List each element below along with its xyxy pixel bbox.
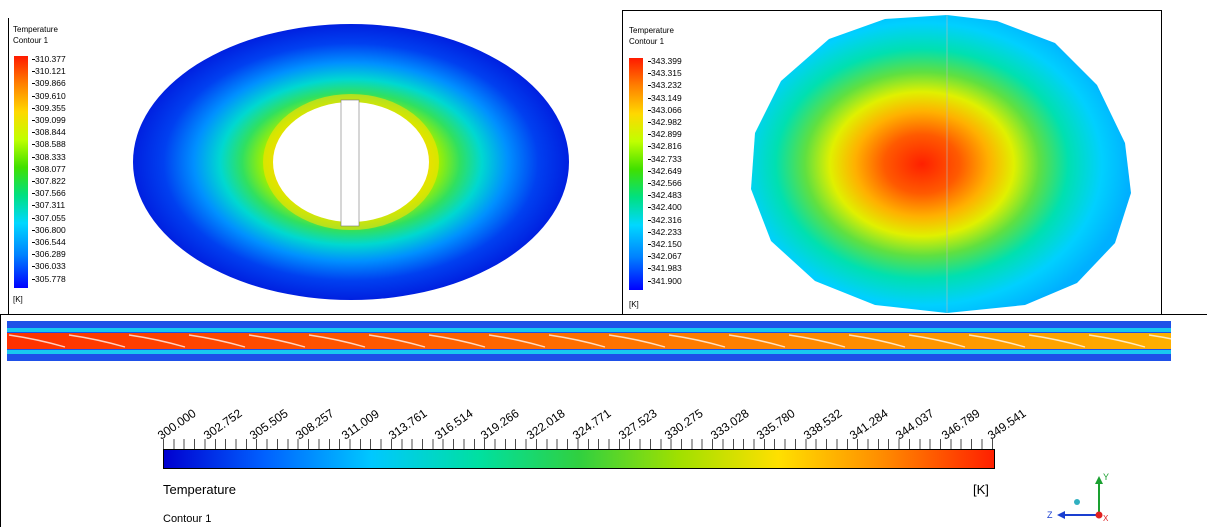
colorbar-icon: [629, 58, 643, 290]
colorbar-tick-label: 342.816: [648, 141, 682, 152]
colorbar-tick-label: 324.771: [570, 406, 614, 443]
colorbar-tick-label: 349.541: [985, 406, 1029, 443]
contour-panel-ring: Temperature Contour 1 310.377 310.121 309.…: [8, 18, 621, 315]
colorbar-tick-label: 335.780: [754, 406, 799, 443]
colorbar-tick-label: 344.037: [892, 406, 937, 443]
axis-label-y: Y: [1103, 472, 1109, 482]
legend-unit: [K]: [973, 482, 989, 497]
ring-contour-plot: [133, 24, 569, 300]
colorbar-tick-label: 309.866: [32, 78, 66, 89]
colorbar-tick-label: 346.789: [938, 406, 983, 443]
coordinate-axes-icon: Y Z X: [1047, 472, 1109, 523]
colorbar-tick-label: 306.289: [32, 249, 66, 260]
legend-unit: [K]: [629, 300, 639, 309]
colorbar-tick-label: 341.900: [648, 275, 682, 286]
colorbar-tick-label: 322.018: [523, 406, 568, 443]
colorbar-tick-label: 343.399: [648, 56, 682, 66]
legend-title: Temperature: [13, 25, 58, 34]
colorbar-tick-label: 307.311: [31, 200, 66, 211]
disk-contour-plot: [751, 15, 1131, 313]
legend-subtitle: Contour 1: [629, 37, 665, 46]
colorbar-tick-label: 327.523: [616, 406, 660, 443]
legend-unit: [K]: [13, 295, 23, 304]
colorbar-tick-label: 316.514: [431, 406, 476, 443]
tube-contour-plot: [7, 321, 1171, 361]
colorbar-minor-ticks: [163, 439, 993, 449]
colorbar-tick-label: 342.733: [648, 153, 682, 164]
colorbar-tick-label: 307.055: [32, 212, 66, 223]
colorbar-tick-label: 342.316: [648, 214, 682, 225]
axis-label-z: Z: [1047, 510, 1053, 520]
colorbar-tick-label: 308.077: [32, 163, 66, 174]
colorbar-tick-label: 341.284: [846, 406, 891, 443]
colorbar-tick-label: 342.400: [648, 202, 682, 213]
colorbar-tick-label: 309.355: [32, 102, 66, 113]
colorbar-tick-label: 310.121: [32, 66, 66, 77]
contour-panel-disk: Temperature Contour 1 343.399 343.315 343.…: [622, 10, 1162, 316]
colorbar-tick-label: 306.544: [32, 237, 66, 247]
colorbar-icon: [14, 56, 28, 288]
colorbar-tick-label: 309.099: [32, 115, 66, 125]
colorbar-tick-label: 309.610: [32, 90, 66, 101]
colorbar-tick-label: 342.649: [648, 165, 682, 176]
colorbar-tick-label: 310.377: [32, 54, 66, 64]
colorbar-tick-label: 311.009: [339, 406, 383, 443]
colorbar-tick-label: 305.505: [247, 406, 291, 443]
temperature-colorbar-icon: [163, 449, 995, 469]
colorbar-tick-label: 342.233: [648, 226, 682, 237]
colorbar-tick-label: 342.566: [648, 178, 682, 188]
colorbar-tick-label: 306.800: [32, 224, 66, 235]
colorbar-tick-label: 342.483: [648, 190, 682, 201]
colorbar-tick-label: 313.761: [385, 406, 430, 443]
contour-panel-tube: 300.000 302.752 305.505 308.257 311.009 313.7…: [0, 314, 1207, 527]
legend-subtitle: Contour 1: [13, 36, 49, 45]
colorbar-tick-label: 308.844: [32, 127, 66, 138]
colorbar-tick-label: 300.000: [155, 406, 199, 443]
colorbar-tick-label: 308.257: [293, 406, 337, 443]
colorbar-tick-label: 338.532: [800, 406, 845, 443]
colorbar-tick-label: 342.067: [648, 251, 682, 262]
colorbar-tick-label: 307.822: [32, 176, 66, 186]
colorbar-tick-label: 333.028: [708, 406, 752, 443]
colorbar-tick-label: 342.150: [648, 239, 682, 249]
colorbar-tick-labels: 300.000 302.752 305.505 308.257 311.009 313.7…: [1, 315, 1207, 445]
colorbar-tick-label: 308.333: [32, 151, 66, 162]
colorbar-tick-label: 343.232: [648, 80, 682, 91]
colorbar-tick-label: 307.566: [32, 188, 66, 199]
colorbar-tick-label: 342.899: [648, 129, 682, 140]
colorbar-tick-label: 330.275: [662, 406, 706, 443]
legend-title: Temperature: [629, 26, 674, 35]
colorbar-tick-label: 343.149: [648, 92, 682, 103]
colorbar-tick-label: 343.315: [648, 68, 682, 79]
colorbar-tick-label: 302.752: [201, 406, 245, 443]
colorbar-tick-label: 319.266: [477, 406, 522, 443]
axis-label-x: X: [1103, 514, 1109, 523]
legend-title: Temperature: [163, 482, 236, 497]
colorbar-tick-label: 306.033: [32, 261, 66, 272]
colorbar-tick-label: 341.983: [648, 263, 682, 274]
legend-subtitle: Contour 1: [163, 513, 212, 525]
colorbar-tick-label: 305.778: [32, 273, 66, 284]
colorbar-tick-label: 342.982: [648, 117, 682, 127]
colorbar-tick-label: 343.066: [648, 104, 682, 115]
colorbar-tick-label: 308.588: [32, 139, 66, 150]
